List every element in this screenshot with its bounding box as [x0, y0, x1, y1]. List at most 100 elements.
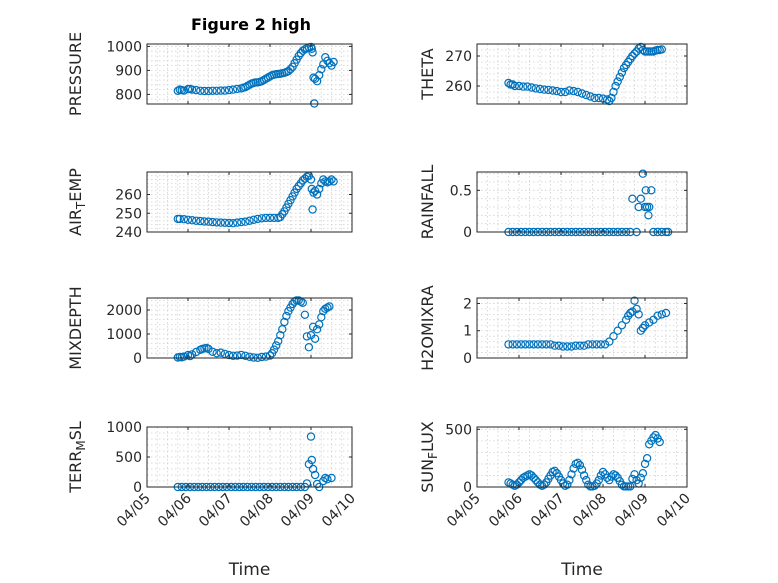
y-tick-label: 800 [115, 87, 142, 103]
data-point [605, 337, 614, 346]
data-point [208, 217, 217, 227]
y-axis-label: TERRMSL [66, 421, 88, 494]
y-tick-label: 0 [463, 480, 472, 496]
axes-frame [146, 171, 353, 233]
data-point [613, 77, 622, 86]
x-tick-label: 04/06 [486, 490, 526, 530]
y-tick-label: 1000 [106, 39, 142, 55]
data-point [220, 218, 230, 227]
data-point [607, 472, 616, 481]
x-tick-label: 04/08 [237, 491, 277, 531]
y-tick-label: 1000 [106, 327, 142, 343]
data-point [317, 313, 326, 322]
data-point [245, 216, 254, 225]
data-point [204, 217, 213, 226]
data-point [540, 85, 549, 94]
data-point [579, 471, 589, 480]
data-point [312, 190, 322, 199]
data-point [191, 216, 201, 225]
data-point [204, 86, 213, 96]
data-point [584, 480, 593, 489]
data-point [308, 48, 317, 57]
data-points [173, 432, 336, 492]
data-point [280, 317, 289, 327]
data-point [317, 64, 326, 74]
data-point [508, 80, 517, 89]
axes-frame [476, 171, 688, 233]
data-point [590, 481, 599, 490]
data-point [579, 341, 589, 350]
data-point [594, 475, 604, 485]
data-point [191, 85, 201, 95]
x-tick-label: 04/05 [114, 491, 154, 531]
x-tick-label: 04/10 [654, 491, 694, 531]
data-point [265, 213, 275, 223]
data-point [535, 84, 545, 94]
data-point [224, 350, 234, 360]
data-point [638, 469, 648, 478]
data-point [540, 480, 549, 489]
data-point [657, 310, 667, 319]
data-point [588, 340, 597, 349]
y-tick-label: 2000 [106, 303, 142, 319]
y-tick-label: 270 [445, 49, 472, 65]
data-point [329, 177, 338, 186]
data-point [284, 66, 293, 76]
data-point [636, 194, 646, 203]
data-point [308, 464, 318, 474]
y-tick-label: 1000 [106, 420, 142, 436]
data-point [312, 325, 322, 334]
x-tick-label: 04/08 [570, 491, 610, 531]
data-point [323, 56, 332, 66]
data-point [550, 466, 559, 475]
data-point [603, 95, 612, 104]
data-point [228, 85, 238, 94]
data-point [208, 347, 217, 356]
data-point [636, 326, 646, 335]
x-axis-label: Time [560, 560, 603, 580]
data-point [329, 57, 338, 67]
data-point [298, 298, 307, 307]
data-point [272, 341, 281, 350]
data-point [563, 342, 572, 351]
x-tick-label: 04/09 [612, 491, 652, 531]
data-point [208, 86, 217, 96]
data-point [577, 89, 587, 98]
y-tick-label: 0 [133, 480, 142, 496]
data-point [257, 352, 266, 362]
data-point [216, 86, 225, 95]
data-point [573, 458, 583, 467]
data-point [575, 341, 585, 350]
data-points [504, 169, 673, 237]
x-tick-label: 04/09 [278, 491, 318, 531]
data-point [514, 81, 524, 91]
y-tick-label: 260 [445, 79, 472, 95]
data-point [241, 82, 250, 92]
subplot-1: 800 900 1000 PRESSURE [66, 32, 353, 116]
data-point [232, 351, 242, 360]
data-point [307, 44, 316, 54]
data-point [565, 86, 574, 95]
data-point [327, 175, 336, 184]
data-point [644, 211, 653, 220]
data-point [323, 475, 332, 484]
data-point [232, 84, 242, 94]
data-point [525, 340, 534, 349]
y-tick-label: 0.5 [450, 183, 472, 199]
data-point [598, 467, 608, 477]
y-tick-label: 0 [463, 351, 472, 367]
data-point [512, 480, 522, 489]
data-point [523, 82, 532, 91]
y-axis-label: SUNFLUX [418, 421, 440, 493]
axes-frame [476, 43, 688, 105]
data-point [516, 340, 526, 349]
data-points [504, 296, 671, 351]
data-point [661, 308, 671, 318]
y-tick-label: 2 [463, 296, 472, 312]
data-point [561, 87, 570, 97]
data-point [653, 311, 662, 320]
data-point [510, 81, 519, 91]
data-point [596, 340, 606, 349]
data-point [216, 348, 225, 357]
subplot-4: 0 0.5 RAINFALL [418, 165, 688, 241]
